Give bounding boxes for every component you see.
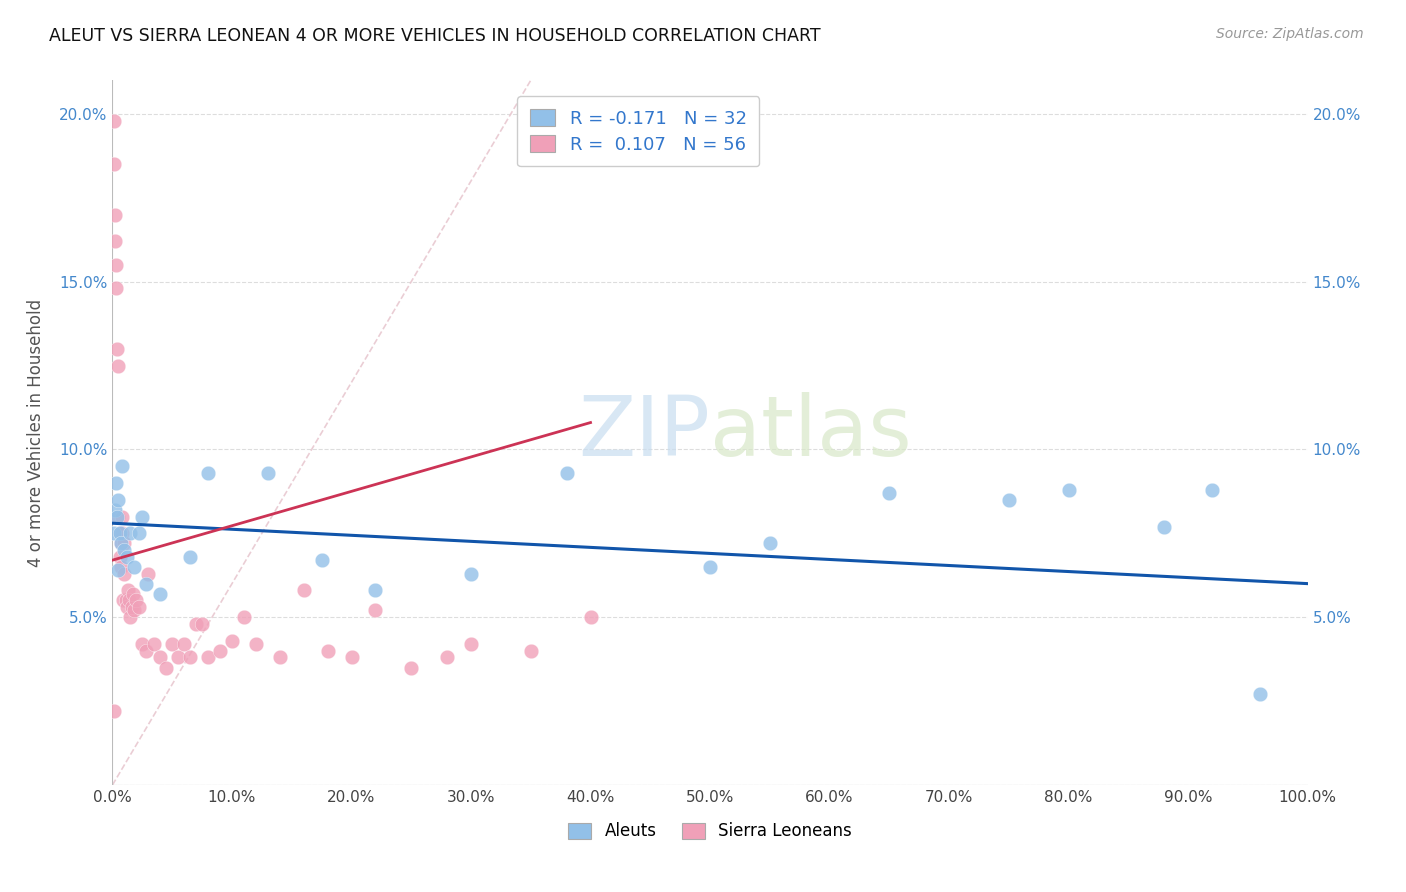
Point (173, 637, 195, 651)
Point (998, 492, 1021, 507)
Point (149, 650, 172, 665)
Point (1057, 483, 1080, 497)
Point (120, 526, 142, 541)
Point (107, 359, 129, 373)
Point (197, 650, 219, 665)
Point (103, 704, 125, 718)
Point (105, 475, 128, 490)
Point (143, 637, 166, 651)
Point (114, 536, 135, 550)
Point (131, 509, 153, 524)
Y-axis label: 4 or more Vehicles in Household: 4 or more Vehicles in Household (27, 299, 45, 566)
Point (135, 644, 157, 658)
Point (138, 566, 160, 581)
Point (1153, 519, 1175, 533)
Point (460, 566, 482, 581)
Point (103, 157, 125, 171)
Point (111, 509, 134, 524)
Point (110, 536, 132, 550)
Point (197, 466, 219, 480)
Point (149, 587, 172, 601)
Point (103, 113, 125, 128)
Point (111, 459, 134, 474)
Point (120, 610, 142, 624)
Point (128, 526, 150, 541)
Point (191, 616, 214, 631)
Point (104, 503, 127, 517)
Point (257, 466, 280, 480)
Point (114, 566, 135, 581)
Point (122, 603, 145, 617)
Point (105, 258, 128, 272)
Point (155, 660, 177, 674)
Point (110, 559, 132, 574)
Point (128, 600, 150, 615)
Point (125, 593, 148, 607)
Point (179, 650, 201, 665)
Point (364, 603, 387, 617)
Text: Source: ZipAtlas.com: Source: ZipAtlas.com (1216, 27, 1364, 41)
Point (340, 650, 363, 665)
Point (245, 637, 267, 651)
Point (110, 536, 132, 550)
Point (186, 616, 208, 631)
Point (104, 207, 127, 221)
Point (118, 593, 141, 607)
Point (316, 644, 339, 658)
Legend: Aleuts, Sierra Leoneans: Aleuts, Sierra Leoneans (561, 816, 859, 847)
Point (111, 526, 134, 541)
Point (460, 637, 482, 651)
Point (121, 600, 143, 615)
Point (699, 559, 721, 574)
Point (114, 543, 135, 558)
Point (162, 637, 183, 651)
Point (1249, 687, 1271, 701)
Point (112, 593, 135, 607)
Point (167, 650, 190, 665)
Point (233, 610, 256, 624)
Point (104, 235, 127, 249)
Point (364, 583, 387, 598)
Point (115, 600, 138, 615)
Point (401, 660, 423, 674)
Point (221, 633, 243, 648)
Point (108, 526, 131, 541)
Text: ZIP: ZIP (578, 392, 710, 473)
Point (115, 549, 138, 564)
Point (135, 576, 157, 591)
Point (311, 553, 333, 567)
Point (179, 549, 201, 564)
Point (107, 509, 129, 524)
Point (107, 563, 129, 577)
Point (117, 583, 139, 598)
Point (105, 342, 128, 356)
Point (108, 526, 131, 541)
Point (269, 650, 291, 665)
Point (555, 466, 578, 480)
Point (436, 650, 458, 665)
Point (108, 549, 131, 564)
Point (105, 281, 128, 295)
Point (209, 644, 232, 658)
Point (121, 587, 143, 601)
Point (520, 644, 543, 658)
Point (107, 492, 129, 507)
Text: ALEUT VS SIERRA LEONEAN 4 OR MORE VEHICLES IN HOUSEHOLD CORRELATION CHART: ALEUT VS SIERRA LEONEAN 4 OR MORE VEHICL… (49, 27, 821, 45)
Point (759, 536, 782, 550)
Point (579, 610, 602, 624)
Point (103, 526, 125, 541)
Point (122, 559, 145, 574)
Point (1201, 483, 1223, 497)
Point (114, 593, 136, 607)
Point (105, 509, 128, 524)
Point (131, 637, 153, 651)
Point (879, 486, 901, 500)
Point (292, 583, 315, 598)
Text: atlas: atlas (710, 392, 911, 473)
